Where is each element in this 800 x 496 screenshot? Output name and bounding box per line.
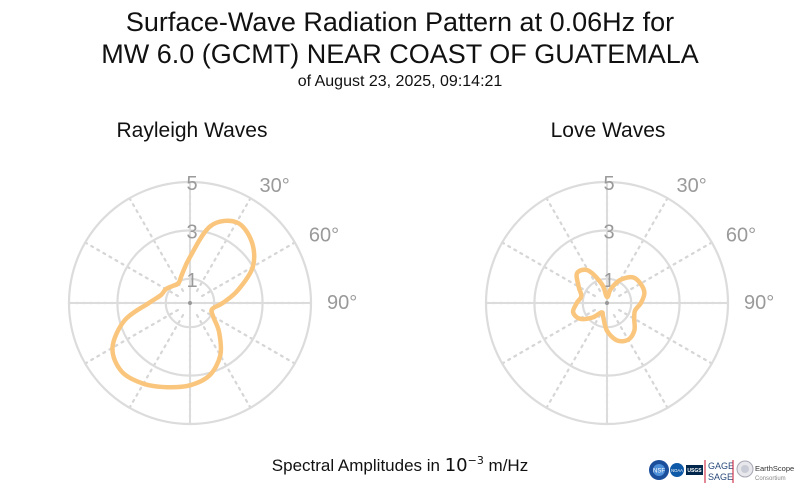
- noaa-logo: NOAA: [670, 463, 684, 477]
- title-line-2: MW 6.0 (GCMT) NEAR COAST OF GUATEMALA: [101, 39, 699, 69]
- love-spoke: [612, 314, 669, 409]
- rayleigh-radial-tick-label: 3: [186, 221, 197, 243]
- usgs-text: USGS: [687, 468, 702, 474]
- rayleigh-spoke: [195, 197, 252, 292]
- love-radial-tick-label: 3: [603, 221, 614, 243]
- rayleigh-angle-tick-label: 30°: [260, 175, 290, 197]
- earthscope-logo: EarthScope Consortium: [736, 460, 794, 482]
- consortium-text: Consortium: [755, 476, 786, 482]
- rayleigh-pattern-line: [110, 218, 257, 390]
- unit-base: 10: [444, 455, 468, 476]
- sponsor-logos: NSF NOAA USGS GAGE SAGE EarthScope Conso…: [649, 460, 794, 483]
- chart-title: Surface-Wave Radiation Pattern at 0.06Hz…: [0, 6, 800, 92]
- gage-text: GAGE: [708, 461, 734, 471]
- rayleigh-spoke: [201, 241, 296, 298]
- rayleigh-grid-ring: [116, 229, 264, 377]
- love-center-dot: [605, 301, 609, 305]
- sage-text: SAGE: [708, 472, 733, 482]
- love-pattern-line: [570, 267, 647, 344]
- rayleigh-grid-ring: [67, 180, 313, 426]
- unit-exponent: −3: [467, 454, 484, 467]
- love-panel-title: Love Waves: [550, 119, 666, 142]
- love-radial-tick-label: 5: [603, 173, 614, 195]
- love-spoke: [618, 241, 713, 298]
- rayleigh-radial-tick-label: 5: [186, 173, 197, 195]
- love-grid-ring: [484, 180, 730, 426]
- love-grid-ring: [533, 229, 681, 377]
- rayleigh-panel-title: Rayleigh Waves: [116, 119, 268, 142]
- gage-sage-logo: GAGE SAGE: [704, 460, 734, 483]
- noaa-text: NOAA: [671, 468, 683, 473]
- unit-suffix: m/Hz: [483, 456, 529, 475]
- axis-unit-label: Spectral Amplitudes in 10−3 m/Hz: [0, 454, 800, 476]
- rayleigh-angle-tick-label: 90°: [327, 292, 357, 314]
- earthscope-text: EarthScope: [755, 464, 794, 473]
- rayleigh-grid-ring: [164, 277, 216, 329]
- rayleigh-center-dot: [188, 301, 192, 305]
- rayleigh-radial-tick-label: 1: [186, 270, 197, 292]
- rayleigh-spoke: [195, 314, 252, 409]
- rayleigh-angle-tick-label: 60°: [309, 225, 339, 247]
- rayleigh-spoke: [84, 308, 179, 365]
- unit-prefix: Spectral Amplitudes in: [271, 456, 445, 475]
- love-angle-tick-label: 90°: [744, 292, 774, 314]
- title-line-1: Surface-Wave Radiation Pattern at 0.06Hz…: [125, 7, 675, 37]
- love-angle-tick-label: 60°: [726, 225, 756, 247]
- rayleigh-spoke: [128, 197, 185, 292]
- title-line-3: of August 23, 2025, 09:14:21: [297, 73, 503, 90]
- usgs-logo: USGS: [686, 465, 703, 475]
- nsf-text: NSF: [653, 469, 665, 475]
- rayleigh-spoke: [128, 314, 185, 409]
- love-spoke: [545, 197, 602, 292]
- love-spoke: [545, 314, 602, 409]
- love-angle-tick-label: 30°: [677, 175, 707, 197]
- nsf-logo: NSF: [649, 460, 669, 480]
- love-radial-tick-label: 1: [603, 270, 614, 292]
